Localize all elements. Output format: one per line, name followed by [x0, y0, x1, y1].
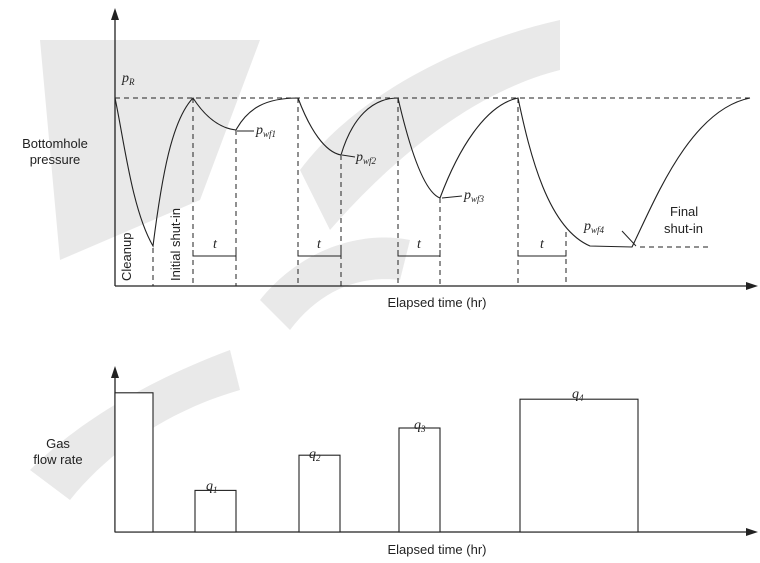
watermark	[30, 20, 560, 500]
initial-shutin-label: Initial shut-in	[168, 208, 183, 281]
q4-label: q4	[572, 387, 584, 403]
pwf3-leader	[441, 195, 463, 199]
flow-y-arrow-icon	[111, 366, 119, 378]
q2-bar	[298, 454, 341, 533]
q1-bar	[194, 489, 237, 533]
pwf4-label: pwf4	[583, 219, 605, 235]
pressure-xlabel: Elapsed time (hr)	[388, 295, 487, 310]
q4-bar	[519, 398, 639, 533]
flow-x-arrow-icon	[746, 528, 758, 536]
pwf4-leader	[621, 230, 637, 247]
pressure-y-arrow-icon	[111, 8, 119, 20]
flow-rate-bars	[114, 392, 639, 533]
q1-label: q1	[206, 479, 218, 495]
cleanup-label: Cleanup	[119, 233, 134, 281]
bottomhole-pressure-curve	[114, 97, 751, 248]
t-label: t	[213, 237, 218, 252]
final-shutin-label-line2: shut-in	[664, 221, 703, 236]
cleanup-flow-bar	[114, 392, 154, 533]
t-label: t	[317, 237, 322, 252]
flow-ylabel-line1: Gas	[46, 436, 70, 451]
pressure-ylabel-line1: Bottomhole	[22, 136, 88, 151]
initial-pressure-label: pR	[121, 71, 135, 87]
pressure-x-arrow-icon	[746, 282, 758, 290]
pressure-chart: Bottomhole pressure Elapsed time (hr) pR…	[22, 8, 758, 310]
flow-rate-chart: q1 q2 q3 q4 Gas flow rate Elapsed time (…	[33, 366, 758, 557]
q3-bar	[398, 427, 441, 533]
t-bracket	[297, 250, 342, 257]
flow-ylabel-line2: flow rate	[33, 452, 82, 467]
q2-label: q2	[309, 447, 321, 463]
t-label: t	[540, 237, 545, 252]
pwf2-label: pwf2	[355, 150, 377, 166]
pwf1-label: pwf1	[255, 123, 276, 139]
t-label: t	[417, 237, 422, 252]
pressure-ylabel-line2: pressure	[30, 152, 81, 167]
final-shutin-label-line1: Final	[670, 204, 698, 219]
t-bracket	[397, 250, 441, 257]
flow-xlabel: Elapsed time (hr)	[388, 542, 487, 557]
q3-label: q3	[414, 418, 426, 434]
t-bracket	[192, 250, 237, 257]
pwf2-leader	[341, 154, 356, 158]
pwf3-label: pwf3	[463, 188, 485, 204]
t-bracket	[517, 250, 567, 257]
